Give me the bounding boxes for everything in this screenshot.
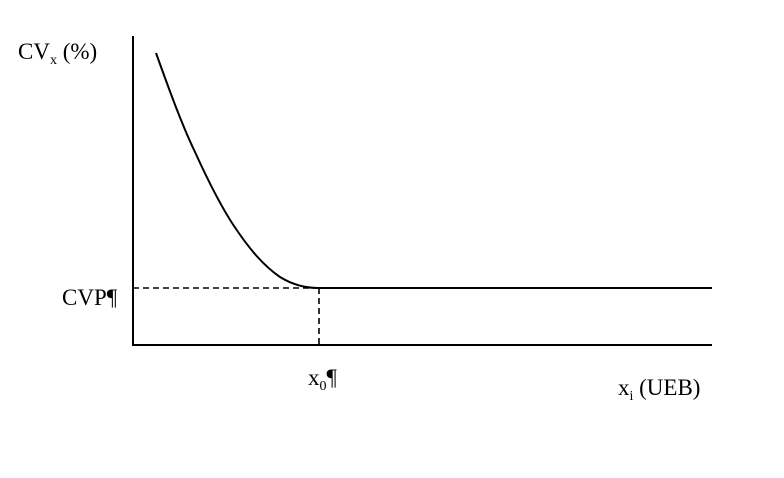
x0-label: x0¶ [308, 365, 337, 394]
cvp-label: CVP¶ [62, 285, 118, 310]
cv-curve [155, 52, 712, 289]
x-axis-label: xi (UEB) [618, 375, 701, 404]
y-axis-label: CVx (%) [18, 39, 98, 68]
